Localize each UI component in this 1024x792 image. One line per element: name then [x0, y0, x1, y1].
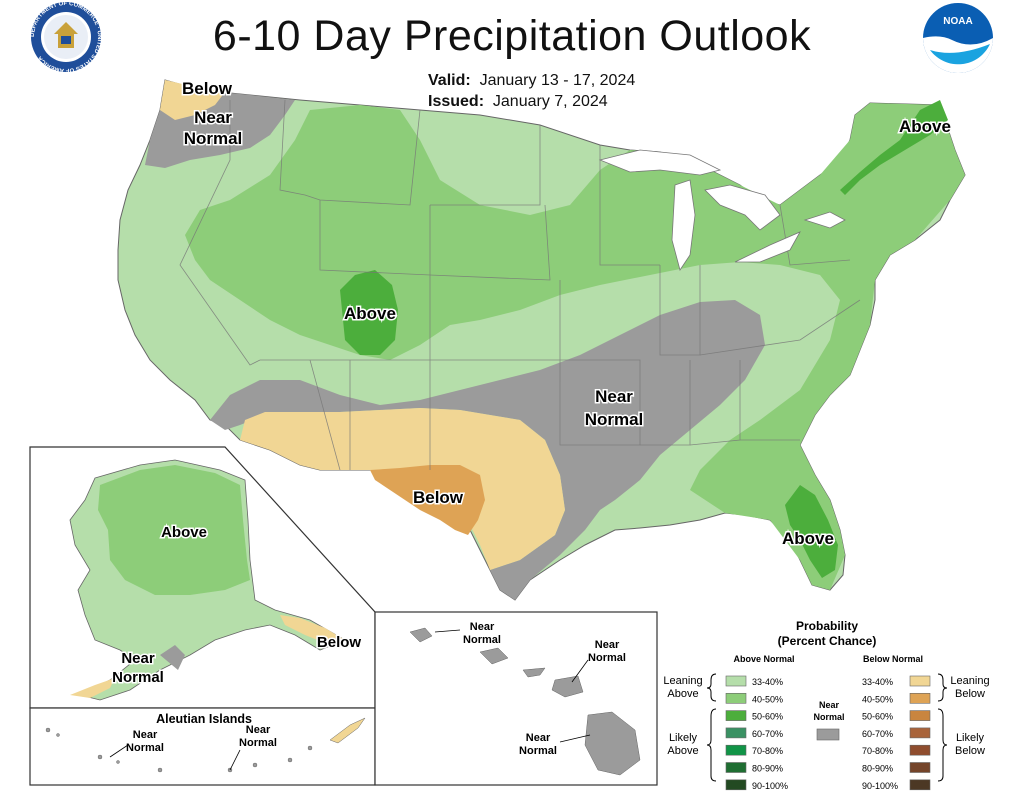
legend-above-range: 40-50% [752, 694, 783, 704]
legend-below-swatch [909, 675, 931, 687]
legend-below-rows: 33-40% 40-50% 50-60% 60-70% 70-80% 80-90% 90-1… [862, 675, 931, 791]
legend-leaning-below-2: Below [955, 688, 985, 700]
aleutians-title: Aleutian Islands [156, 712, 252, 726]
legend-above-swatch [725, 744, 747, 756]
pnw-below-label: Below [182, 79, 233, 98]
legend-above-swatch [725, 762, 747, 773]
texas-below-40-50-region [370, 465, 485, 535]
hawaii-normal-1: Normal [463, 634, 501, 646]
aleutians-normal-a: Normal [126, 742, 164, 754]
alaska-inset [29, 446, 376, 709]
florida-above-50-60-region [785, 485, 838, 578]
issued-date: January 7, 2024 [492, 93, 608, 110]
legend-below-range: 60-70% [862, 729, 893, 739]
pnw-near-label: Near [194, 108, 232, 127]
southwest-below-33-40-region [240, 408, 565, 570]
valid-dates: January 13 - 17, 2024 [479, 72, 636, 89]
issued-line: Issued: January 7, 2024 [428, 93, 608, 111]
legend-below-range: 90-100% [862, 781, 898, 791]
hawaii-normal-3: Normal [519, 745, 557, 757]
aleutians-normal-b: Normal [239, 737, 277, 749]
legend-above-range: 60-70% [752, 729, 783, 739]
legend-above-rows: 33-40% 40-50% 50-60% 60-70% 70-80% 80-90% 90-1… [725, 675, 788, 791]
legend-leaning-above-1: Leaning [663, 675, 702, 687]
legend-below-swatch [909, 727, 931, 739]
legend-leaning-above-2: Above [667, 688, 698, 700]
legend-below-range: 50-60% [862, 712, 893, 722]
legend-below-swatch [909, 710, 931, 721]
legend-above-header: Above Normal [733, 654, 794, 664]
texas-below-label: Below [413, 488, 464, 507]
legend-above-range: 90-100% [752, 781, 788, 791]
legend-above-range: 70-80% [752, 746, 783, 756]
legend-near-2: Normal [813, 712, 844, 722]
alaska-below-label: Below [317, 634, 362, 651]
south-normal-label: Normal [585, 410, 644, 429]
aleutians-near-b: Near [246, 724, 271, 736]
alaska-peninsula-below-region [70, 678, 115, 698]
valid-line: Valid: January 13 - 17, 2024 [428, 72, 635, 90]
noaa-logo: NOAA [923, 3, 993, 73]
issued-label: Issued: [428, 93, 485, 110]
legend-subtitle: (Percent Chance) [778, 634, 877, 648]
hawaii-near-3: Near [526, 732, 551, 744]
legend-below-range: 33-40% [862, 677, 893, 687]
legend-below-swatch [909, 779, 931, 791]
legend-above-swatch [725, 692, 747, 704]
alaska-below-region [280, 615, 345, 645]
hawaii-near-1: Near [470, 621, 495, 633]
valid-label: Valid: [428, 72, 471, 89]
alaska-above-40-50-region [98, 465, 250, 595]
alaska-near-label: Near [121, 650, 155, 667]
legend-above-range: 50-60% [752, 712, 783, 722]
legend-below-swatch [909, 692, 931, 704]
hawaii-normal-2: Normal [588, 652, 626, 664]
central-above-40-50-region [185, 103, 965, 590]
legend-near-normal-swatch [816, 728, 840, 741]
state-boundaries [179, 99, 861, 471]
legend-near-1: Near [819, 700, 840, 710]
legend-above-swatch [725, 779, 747, 791]
legend-below-range: 40-50% [862, 694, 893, 704]
northeast-above-50-60-region [840, 100, 948, 195]
legend-title: Probability [796, 619, 858, 633]
alaska-normal-label: Normal [112, 669, 164, 686]
legend-likely-below-2: Below [955, 745, 985, 757]
alaska-above-label: Above [161, 524, 207, 541]
south-near-normal-region [210, 300, 765, 600]
legend-likely-below-1: Likely [956, 732, 985, 744]
colorado-above-50-60-region [340, 270, 398, 355]
south-near-label: Near [595, 387, 633, 406]
legend-above-swatch [725, 727, 747, 739]
legend-likely-above-2: Above [667, 745, 698, 757]
legend-above-range: 80-90% [752, 764, 783, 774]
legend-below-range: 80-90% [862, 764, 893, 774]
legend-above-range: 33-40% [752, 677, 783, 687]
legend-leaning-below-1: Leaning [950, 675, 989, 687]
central-above-label: Above [344, 304, 396, 323]
pnw-below-region [160, 80, 225, 120]
alaska-near-normal-region [160, 645, 185, 670]
legend-below-range: 70-80% [862, 746, 893, 756]
hawaii-inset [374, 611, 658, 786]
noaa-logo-text: NOAA [943, 16, 972, 27]
legend: Probability (Percent Chance) Above Norma… [663, 619, 989, 791]
northeast-above-label: Above [899, 117, 951, 136]
legend-below-swatch [909, 762, 931, 773]
pnw-normal-label: Normal [184, 129, 243, 148]
florida-above-label: Above [782, 529, 834, 548]
page-title: 6-10 Day Precipitation Outlook [212, 12, 812, 60]
legend-below-swatch [909, 744, 931, 756]
commerce-seal-logo: DEPARTMENT OF COMMERCE · UNITED STATES O… [30, 1, 102, 73]
legend-below-header: Below Normal [863, 654, 923, 664]
hawaii-near-2: Near [595, 639, 620, 651]
legend-above-swatch [725, 675, 747, 687]
great-lakes [598, 149, 846, 271]
legend-above-swatch [725, 710, 747, 721]
legend-likely-above-1: Likely [669, 732, 698, 744]
aleutians-near-a: Near [133, 729, 158, 741]
